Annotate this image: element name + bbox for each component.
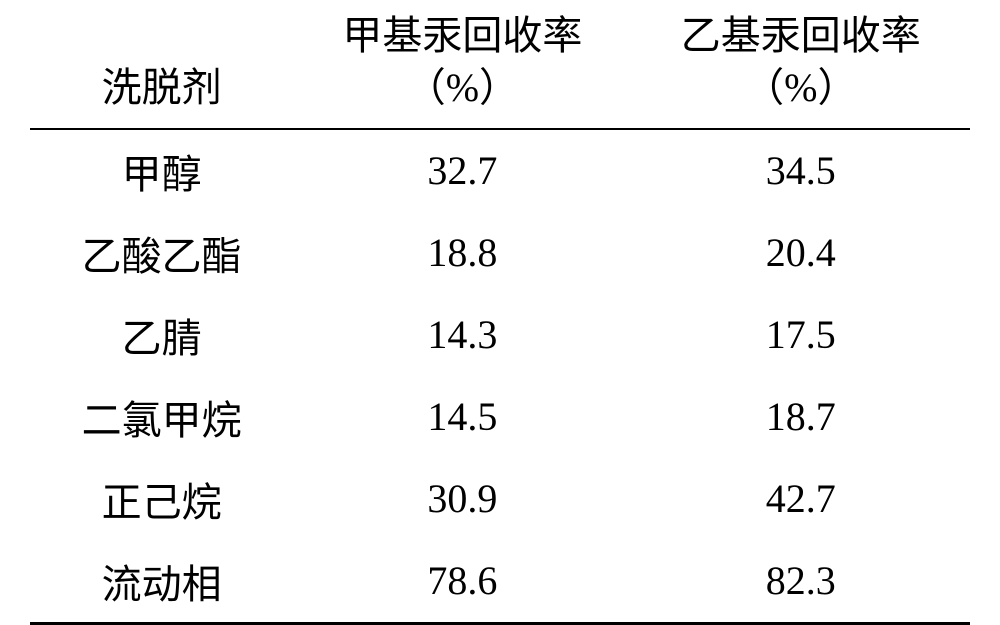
cell-eluent: 甲醇 xyxy=(30,129,293,212)
cell-methyl: 78.6 xyxy=(293,540,631,624)
cell-ethyl: 34.5 xyxy=(632,129,970,212)
column-header-ethyl-line2: （%） xyxy=(642,62,960,114)
column-header-methyl: 甲基汞回收率 （%） xyxy=(293,0,631,129)
table-row: 正己烷 30.9 42.7 xyxy=(30,458,970,540)
cell-ethyl: 18.7 xyxy=(632,376,970,458)
table-row: 乙酸乙酯 18.8 20.4 xyxy=(30,212,970,294)
recovery-rate-table: 洗脱剂 甲基汞回收率 （%） 乙基汞回收率 （%） 甲醇 32.7 34.5 乙… xyxy=(30,0,970,625)
cell-ethyl: 20.4 xyxy=(632,212,970,294)
column-header-eluent: 洗脱剂 xyxy=(30,0,293,129)
table-row: 甲醇 32.7 34.5 xyxy=(30,129,970,212)
table-row: 乙腈 14.3 17.5 xyxy=(30,294,970,376)
cell-eluent: 乙腈 xyxy=(30,294,293,376)
cell-methyl: 18.8 xyxy=(293,212,631,294)
column-header-methyl-line2: （%） xyxy=(303,62,621,114)
column-header-ethyl: 乙基汞回收率 （%） xyxy=(632,0,970,129)
table-row: 流动相 78.6 82.3 xyxy=(30,540,970,624)
cell-methyl: 30.9 xyxy=(293,458,631,540)
cell-eluent: 二氯甲烷 xyxy=(30,376,293,458)
cell-eluent: 乙酸乙酯 xyxy=(30,212,293,294)
cell-ethyl: 42.7 xyxy=(632,458,970,540)
cell-eluent: 流动相 xyxy=(30,540,293,624)
table-row: 二氯甲烷 14.5 18.7 xyxy=(30,376,970,458)
cell-methyl: 32.7 xyxy=(293,129,631,212)
cell-ethyl: 17.5 xyxy=(632,294,970,376)
column-header-eluent-line2: 洗脱剂 xyxy=(40,62,283,114)
table-header-row: 洗脱剂 甲基汞回收率 （%） 乙基汞回收率 （%） xyxy=(30,0,970,129)
column-header-ethyl-line1: 乙基汞回收率 xyxy=(642,10,960,62)
cell-ethyl: 82.3 xyxy=(632,540,970,624)
column-header-methyl-line1: 甲基汞回收率 xyxy=(303,10,621,62)
cell-eluent: 正己烷 xyxy=(30,458,293,540)
cell-methyl: 14.3 xyxy=(293,294,631,376)
cell-methyl: 14.5 xyxy=(293,376,631,458)
